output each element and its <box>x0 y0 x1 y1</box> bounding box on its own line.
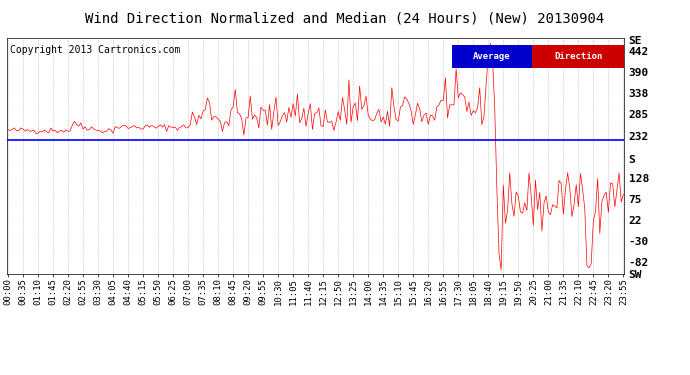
FancyBboxPatch shape <box>532 45 624 68</box>
Text: Wind Direction Normalized and Median (24 Hours) (New) 20130904: Wind Direction Normalized and Median (24… <box>86 11 604 25</box>
Text: Average: Average <box>473 52 511 61</box>
Text: Copyright 2013 Cartronics.com: Copyright 2013 Cartronics.com <box>10 45 180 55</box>
Text: Direction: Direction <box>554 52 602 61</box>
FancyBboxPatch shape <box>451 45 532 68</box>
